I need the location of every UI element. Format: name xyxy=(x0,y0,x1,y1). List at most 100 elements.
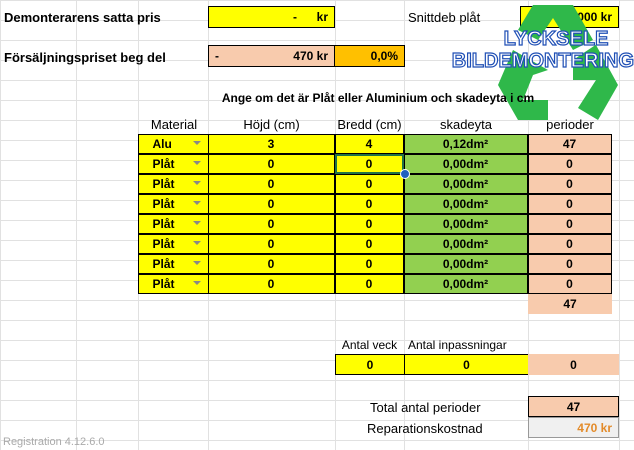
cell-r1-c4: 0 xyxy=(527,153,612,174)
logo-line2: BILDEMONTERING xyxy=(451,49,634,72)
header-perioder: perioder xyxy=(546,116,594,132)
cell-value: 0 xyxy=(566,236,573,251)
dropdown-arrow-icon[interactable] xyxy=(192,200,201,205)
cell-r3-c4: 0 xyxy=(527,193,612,214)
cell-value: 4 xyxy=(365,136,373,151)
cell-value: Plåt xyxy=(152,256,175,271)
cell-value: 0,00dm² xyxy=(442,236,489,251)
cell-r6-c2[interactable]: 0 xyxy=(334,253,404,274)
cell-r5-c2[interactable]: 0 xyxy=(334,233,404,254)
cell-r6-c0[interactable]: Plåt xyxy=(137,253,210,274)
cell-r2-c2[interactable]: 0 xyxy=(334,173,404,194)
cell-r4-c4: 0 xyxy=(527,213,612,234)
cell-r3-c3: 0,00dm² xyxy=(403,193,528,214)
cell-value: Alu xyxy=(152,136,172,151)
cell-r0-c1[interactable]: 3 xyxy=(207,133,335,154)
cell-r4-c3: 0,00dm² xyxy=(403,213,528,234)
cell-value: Plåt xyxy=(152,156,175,171)
logo: LYCKSELE BILDEMONTERING xyxy=(451,0,634,125)
cell-r2-c3: 0,00dm² xyxy=(403,173,528,194)
cell-value: 0 xyxy=(365,256,373,271)
dropdown-arrow-icon[interactable] xyxy=(192,240,201,245)
cell-r7-c0[interactable]: Plåt xyxy=(137,273,210,294)
header-bredd: Bredd (cm) xyxy=(337,116,402,132)
cost-cell: 470 kr xyxy=(528,417,619,438)
cell-r0-c2[interactable]: 4 xyxy=(334,133,404,154)
cell-value: 0 xyxy=(267,216,275,231)
cell-r2-c1[interactable]: 0 xyxy=(207,173,335,194)
snitt-label: Snittdeb plåt xyxy=(408,9,481,25)
cell-value: 0 xyxy=(566,196,573,211)
cell-value: 0 xyxy=(365,236,373,251)
cell-r7-c2[interactable]: 0 xyxy=(334,273,404,294)
cell-value: 0 xyxy=(365,156,373,171)
cell-r5-c3: 0,00dm² xyxy=(403,233,528,254)
cell-value: Plåt xyxy=(152,176,175,191)
cell-r7-c4: 0 xyxy=(527,273,612,294)
cell-r1-c3: 0,00dm² xyxy=(403,153,528,174)
cell-r1-c2[interactable]: 0 xyxy=(334,153,404,174)
cell-r7-c1[interactable]: 0 xyxy=(207,273,335,294)
demont-value: kr xyxy=(316,10,328,24)
cell-value: 0 xyxy=(267,156,275,171)
cell-value: Plåt xyxy=(152,196,175,211)
inpass-cell[interactable]: 0 xyxy=(404,354,529,375)
cell-value: 0 xyxy=(267,176,275,191)
cell-value: 0 xyxy=(365,276,373,291)
cell-value: 0,12dm² xyxy=(442,136,489,151)
cell-value: 3 xyxy=(267,136,275,151)
cell-value: 0 xyxy=(566,256,573,271)
cell-r3-c0[interactable]: Plåt xyxy=(137,193,210,214)
cell-r4-c1[interactable]: 0 xyxy=(207,213,335,234)
cell-value: Plåt xyxy=(152,216,175,231)
cell-value: 0,00dm² xyxy=(442,256,489,271)
cell-r3-c1[interactable]: 0 xyxy=(207,193,335,214)
cell-r2-c4: 0 xyxy=(527,173,612,194)
dropdown-arrow-icon[interactable] xyxy=(192,260,201,265)
veck-cell[interactable]: 0 xyxy=(335,354,405,375)
cell-r5-c0[interactable]: Plåt xyxy=(137,233,210,254)
cost-label: Reparationskostnad xyxy=(367,420,483,436)
cell-r1-c1[interactable]: 0 xyxy=(207,153,335,174)
cell-r6-c1[interactable]: 0 xyxy=(207,253,335,274)
demont-label: Demonterarens satta pris xyxy=(4,9,161,25)
cell-value: 0 xyxy=(365,196,373,211)
demont-price-cell[interactable]: - kr xyxy=(208,6,335,28)
cell-value: 47 xyxy=(562,136,577,151)
extra-result-cell: 0 xyxy=(528,354,619,375)
dropdown-arrow-icon[interactable] xyxy=(192,180,201,185)
cell-r4-c0[interactable]: Plåt xyxy=(137,213,210,234)
recycle-icon xyxy=(498,5,618,120)
instruction-text: Ange om det är Plåt eller Aluminium och … xyxy=(221,91,535,105)
cell-r3-c2[interactable]: 0 xyxy=(334,193,404,214)
cell-r5-c4: 0 xyxy=(527,233,612,254)
dropdown-arrow-icon[interactable] xyxy=(192,140,201,145)
cell-r5-c1[interactable]: 0 xyxy=(207,233,335,254)
cell-value: 0,00dm² xyxy=(442,216,489,231)
cell-value: Plåt xyxy=(152,236,175,251)
cell-value: 0 xyxy=(566,216,573,231)
dropdown-arrow-icon[interactable] xyxy=(192,160,201,165)
fill-handle[interactable] xyxy=(400,169,410,179)
fors-value: 470 kr xyxy=(293,49,328,63)
fors-dash: - xyxy=(215,49,219,63)
demont-dash: - xyxy=(293,10,297,24)
cell-value: 0 xyxy=(365,176,373,191)
perioder-sum-cell: 47 xyxy=(528,294,612,314)
fors-price-cell[interactable]: - 470 kr xyxy=(208,45,335,67)
cell-r0-c4: 47 xyxy=(527,133,612,154)
header-hojd: Höjd (cm) xyxy=(243,116,300,132)
cell-value: 0,00dm² xyxy=(442,176,489,191)
cell-value: 0,00dm² xyxy=(442,156,489,171)
dropdown-arrow-icon[interactable] xyxy=(192,220,201,225)
cell-value: 0 xyxy=(566,156,573,171)
cell-value: 0 xyxy=(267,256,275,271)
dropdown-arrow-icon[interactable] xyxy=(192,280,201,285)
cell-r2-c0[interactable]: Plåt xyxy=(137,173,210,194)
cell-r1-c0[interactable]: Plåt xyxy=(137,153,210,174)
cell-r4-c2[interactable]: 0 xyxy=(334,213,404,234)
cell-value: 0 xyxy=(566,176,573,191)
cell-r0-c3: 0,12dm² xyxy=(403,133,528,154)
cell-r0-c0[interactable]: Alu xyxy=(137,133,210,154)
fors-percent-cell[interactable]: 0,0% xyxy=(334,45,405,67)
